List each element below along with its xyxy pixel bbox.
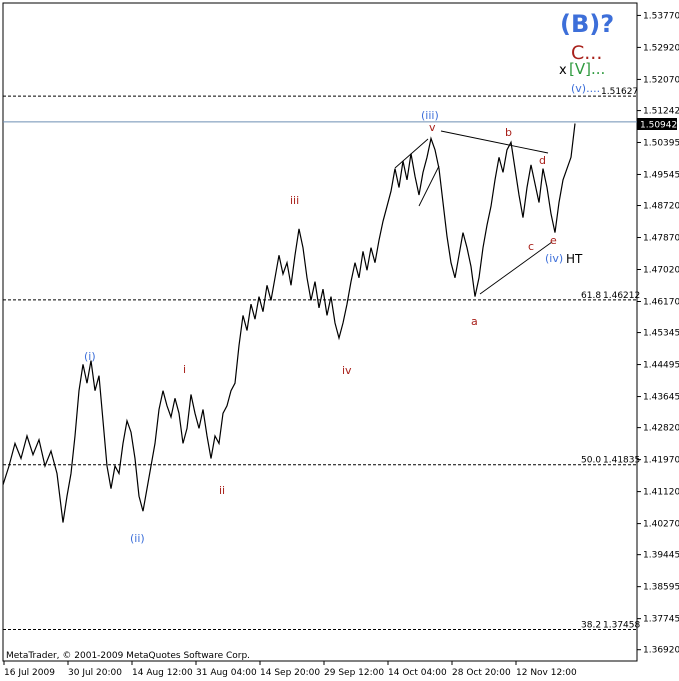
y-tick-label: 1.39445 xyxy=(643,551,679,561)
wave-label-b: b xyxy=(505,126,512,139)
y-tick-label: 1.50395 xyxy=(643,138,679,148)
x-tick-label: 16 Jul 2009 xyxy=(4,668,55,678)
y-tick-label: 1.37745 xyxy=(643,615,679,625)
y-tick-label: 1.53770 xyxy=(643,11,679,21)
x-tick-label: 29 Sep 12:00 xyxy=(324,668,384,678)
y-tick-label: 1.43645 xyxy=(643,393,679,403)
level-value-label: 1.41835 xyxy=(603,456,640,466)
y-tick-label: 1.52920 xyxy=(643,43,679,53)
y-tick-label: 1.45345 xyxy=(643,329,679,339)
wave-guide-lines xyxy=(394,130,553,295)
wave-label-ii-red: ii xyxy=(219,484,225,497)
level-percent-label: 38.2 xyxy=(581,620,601,630)
y-tick-label: 1.47020 xyxy=(643,266,679,276)
wave-label-v-bracket: [V]... xyxy=(569,60,605,78)
wave-label-v-red: v xyxy=(429,121,436,134)
wave-label-i-red: i xyxy=(183,363,186,376)
x-tick-label: 12 Nov 12:00 xyxy=(516,668,577,678)
wave-label-a: a xyxy=(471,315,478,328)
wave-label-c: C... xyxy=(571,42,602,64)
y-tick-label: 1.41120 xyxy=(643,488,679,498)
x-tick-label: 28 Oct 20:00 xyxy=(452,668,511,678)
level-value-label: 1.37458 xyxy=(603,620,640,630)
x-tick-label: 30 Jul 20:00 xyxy=(68,668,122,678)
y-tick-label: 1.52070 xyxy=(643,75,679,85)
wave-label-e: e xyxy=(550,234,557,247)
level-percent-label: 50.0 xyxy=(581,456,601,466)
plot-area xyxy=(2,2,638,662)
copyright-footer: MetaTrader, © 2001-2009 MetaQuotes Softw… xyxy=(6,651,250,661)
wave-label-iii-blue: (iii) xyxy=(421,109,439,122)
x-tick-label: 14 Aug 12:00 xyxy=(132,668,193,678)
wave-label-c-small: c xyxy=(528,240,534,253)
y-tick-label: 1.38595 xyxy=(643,583,679,593)
y-tick-label: 1.51242 xyxy=(643,107,679,117)
y-tick-label: 1.36920 xyxy=(643,646,679,656)
x-tick-label: 14 Oct 04:00 xyxy=(388,668,447,678)
wave-label-v-paren: (v).... xyxy=(571,82,600,95)
wave-label-x: x xyxy=(559,63,567,78)
wave-label-iv-blue: (iv) xyxy=(545,252,563,265)
wave-label-iii-red: iii xyxy=(290,194,299,207)
level-value-label: 1.51627 xyxy=(601,87,638,97)
wave-label-ii-blue: (ii) xyxy=(130,532,145,545)
level-value-label: 1.46212 xyxy=(603,291,640,301)
y-tick-label: 1.47870 xyxy=(643,234,679,244)
y-tick-label: 1.49545 xyxy=(643,170,679,180)
y-tick-label: 1.42820 xyxy=(643,424,679,434)
y-tick-label: 1.41970 xyxy=(643,456,679,466)
wave-label-i-blue: (i) xyxy=(84,350,96,363)
current-price-tag: 1.50942 xyxy=(637,118,677,131)
current-price-label: 1.50942 xyxy=(640,121,677,131)
y-tick-label: 1.48720 xyxy=(643,202,679,212)
wave-label-ht: HT xyxy=(566,252,583,266)
y-tick-label: 1.44495 xyxy=(643,361,679,371)
price-series-line xyxy=(2,123,576,523)
y-tick-label: 1.40270 xyxy=(643,520,679,530)
wave-label-iv-red: iv xyxy=(342,364,352,377)
x-tick-label: 31 Aug 04:00 xyxy=(196,668,257,678)
wave-label-big-b: (B)? xyxy=(560,10,614,38)
y-tick-label: 1.46170 xyxy=(643,298,679,308)
level-percent-label: 61.8 xyxy=(581,291,601,301)
x-tick-label: 14 Sep 20:00 xyxy=(260,668,320,678)
wave-label-d: d xyxy=(539,154,546,167)
